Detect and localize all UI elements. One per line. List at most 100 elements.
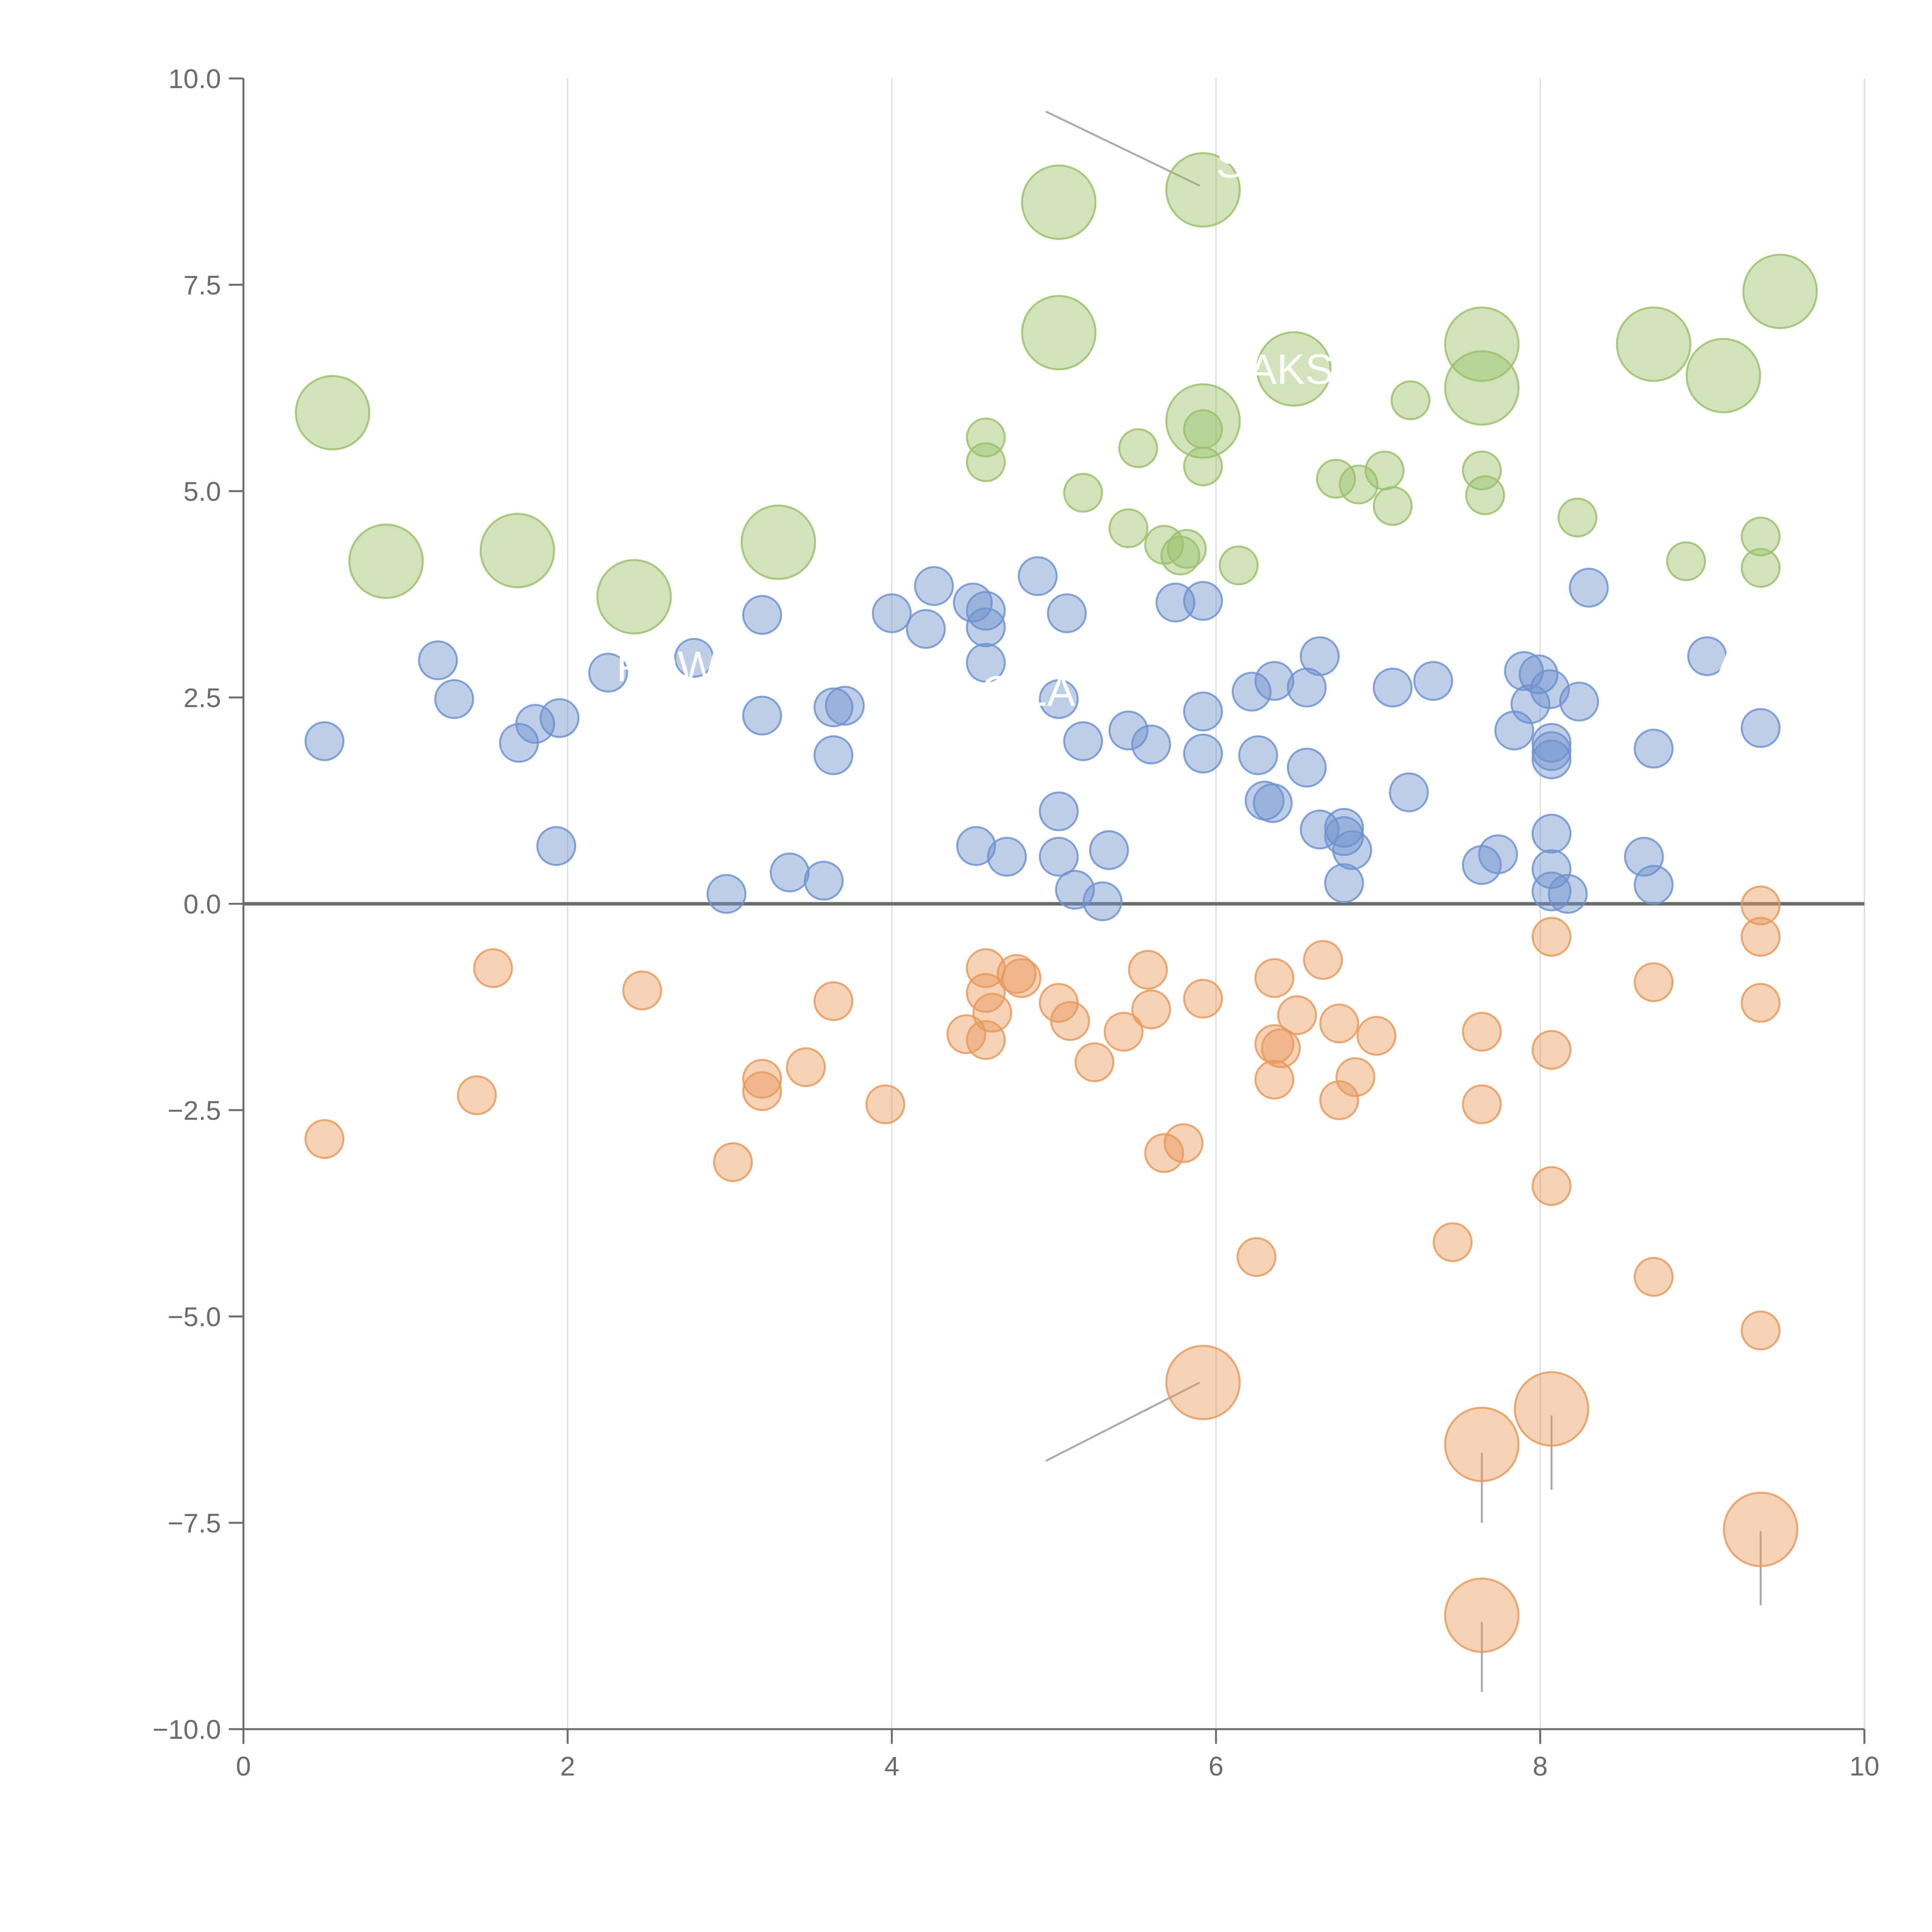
- orange-point: [1128, 950, 1168, 990]
- y-tick-label: 7.5: [184, 270, 221, 300]
- green-point: [480, 513, 555, 588]
- green-point: [1165, 152, 1241, 228]
- point-annotation: AKS: [1248, 345, 1333, 393]
- blue-point: [1413, 661, 1453, 701]
- orange-point: [473, 948, 513, 988]
- orange-point: [1183, 979, 1223, 1019]
- orange-point: [1634, 1257, 1674, 1297]
- green-point: [1118, 428, 1158, 468]
- orange-point: [786, 1047, 826, 1087]
- blue-point: [1254, 661, 1294, 701]
- green-point: [1167, 529, 1207, 569]
- orange-point: [1104, 1012, 1144, 1052]
- point-labels: SC AKS POWE C LA A: [616, 139, 1747, 715]
- orange-point: [1741, 885, 1781, 925]
- orange-point: [1741, 983, 1781, 1023]
- green-point: [1256, 331, 1332, 407]
- orange-point: [1356, 1016, 1396, 1056]
- blue-point: [1018, 556, 1058, 596]
- blue-point: [804, 861, 844, 901]
- orange-point: [1144, 1133, 1184, 1173]
- green-point: [1165, 383, 1241, 459]
- green-point: [1021, 164, 1097, 240]
- green-point: [966, 442, 1006, 482]
- point-annotation: A: [1718, 634, 1747, 682]
- y-tick-label: 10.0: [168, 64, 221, 94]
- blue-point: [434, 679, 474, 719]
- blue-point: [1039, 837, 1079, 877]
- orange-point: [1462, 1012, 1502, 1052]
- orange-point: [1165, 1345, 1241, 1420]
- blue-point: [418, 640, 458, 680]
- orange-point: [1261, 1028, 1301, 1068]
- blue-point: [1687, 636, 1727, 676]
- blue-point: [1039, 679, 1079, 719]
- green-point: [1666, 541, 1706, 582]
- leader-lines: [1045, 111, 1762, 1692]
- orange-point: [1254, 1060, 1294, 1100]
- orange-point: [1741, 1310, 1781, 1350]
- green-point: [740, 504, 816, 580]
- point-annotation: POWE: [616, 643, 746, 690]
- blue-point: [515, 704, 555, 744]
- green-point: [966, 417, 1006, 457]
- blue-point: [956, 826, 996, 866]
- orange-point: [304, 1119, 345, 1159]
- orange-point: [1531, 917, 1571, 957]
- y-tick-label: 5.0: [184, 476, 221, 507]
- blue-point: [770, 852, 810, 893]
- green-point: [1444, 350, 1520, 426]
- orange-point: [1319, 1080, 1359, 1120]
- blue-point: [742, 696, 782, 736]
- blue-point: [1531, 739, 1571, 779]
- blue-point: [813, 735, 854, 776]
- blue-point: [1287, 748, 1327, 788]
- orange-point: [1074, 1042, 1114, 1082]
- orange-point: [1319, 1003, 1359, 1044]
- blue-point: [966, 591, 1006, 631]
- green-point: [295, 375, 371, 451]
- blue-point: [1183, 691, 1223, 731]
- x-tick-label: 0: [236, 1751, 251, 1781]
- orange-point: [1462, 1084, 1502, 1124]
- blue-point: [1531, 723, 1571, 763]
- blue-point: [966, 607, 1006, 647]
- orange-point: [1131, 989, 1171, 1029]
- orange-point: [1634, 962, 1674, 1002]
- x-tick-label: 8: [1533, 1751, 1548, 1781]
- orange-point: [1163, 1123, 1204, 1163]
- blue-point: [1569, 568, 1609, 608]
- y-tick-label: −7.5: [168, 1508, 221, 1538]
- orange-point: [713, 1142, 753, 1182]
- blue-point: [1183, 733, 1223, 774]
- point-annotation: SC: [1216, 139, 1275, 187]
- blue-point: [872, 593, 912, 633]
- green-point: [1616, 306, 1692, 382]
- blue-point: [1634, 728, 1674, 769]
- blue-point: [1238, 735, 1278, 776]
- orange-point: [742, 1071, 782, 1111]
- annotation-leader-line: [1045, 1381, 1201, 1462]
- orange-point: [1444, 1406, 1520, 1482]
- green-point: [1465, 475, 1505, 515]
- blue-point: [1299, 636, 1340, 676]
- blue-point: [588, 653, 628, 693]
- green-point: [348, 524, 424, 599]
- axes: [229, 77, 1866, 1744]
- blue-point: [1324, 863, 1364, 903]
- green-point: [1685, 338, 1761, 413]
- orange-point: [1002, 958, 1042, 998]
- blue-point: [1531, 849, 1571, 889]
- blue-point: [914, 566, 954, 606]
- x-tick-label: 6: [1209, 1751, 1224, 1781]
- orange-point: [1335, 1057, 1376, 1097]
- orange-point: [1723, 1492, 1799, 1567]
- tick-labels: −10.0 −7.5 −5.0 −2.5 0.0 2.5 5.0 7.5 10.0 0 2 4 6 8 10: [153, 64, 1879, 1781]
- blue-point: [1108, 710, 1148, 750]
- y-tick-label: −2.5: [168, 1095, 221, 1126]
- orange-point: [742, 1059, 782, 1099]
- x-tick-label: 2: [560, 1751, 575, 1781]
- orange-point: [1277, 995, 1317, 1035]
- orange-point: [1432, 1222, 1473, 1262]
